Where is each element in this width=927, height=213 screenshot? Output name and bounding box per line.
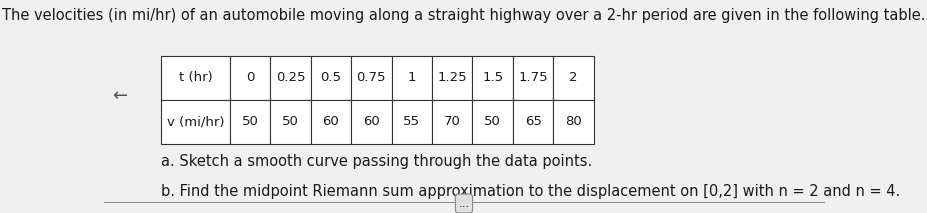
Bar: [311, 56, 350, 100]
Bar: [270, 56, 311, 100]
Bar: [472, 100, 513, 144]
Text: 0.25: 0.25: [275, 71, 305, 84]
Bar: [230, 56, 270, 100]
Text: 1: 1: [407, 71, 415, 84]
Text: v (mi/hr): v (mi/hr): [167, 115, 224, 128]
Text: 70: 70: [443, 115, 460, 128]
Bar: [270, 100, 311, 144]
Bar: [472, 56, 513, 100]
Bar: [552, 56, 593, 100]
Text: 0: 0: [246, 71, 254, 84]
Text: The velocities (in mi/hr) of an automobile moving along a straight highway over : The velocities (in mi/hr) of an automobi…: [2, 8, 925, 23]
Text: 50: 50: [241, 115, 258, 128]
Text: b. Find the midpoint Riemann sum approximation to the displacement on [0,2] with: b. Find the midpoint Riemann sum approxi…: [161, 184, 899, 199]
Text: 1.25: 1.25: [437, 71, 466, 84]
Text: 50: 50: [484, 115, 501, 128]
Bar: [350, 56, 391, 100]
Text: 60: 60: [362, 115, 379, 128]
Bar: [350, 100, 391, 144]
Text: 1.5: 1.5: [481, 71, 502, 84]
Bar: [161, 56, 230, 100]
Bar: [431, 100, 472, 144]
Text: 0.5: 0.5: [320, 71, 341, 84]
Text: ...: ...: [458, 197, 469, 210]
Bar: [513, 56, 552, 100]
Bar: [391, 100, 431, 144]
Bar: [230, 100, 270, 144]
Text: 80: 80: [565, 115, 581, 128]
Bar: [513, 100, 552, 144]
Text: 65: 65: [524, 115, 541, 128]
Bar: [161, 100, 230, 144]
Text: a. Sketch a smooth curve passing through the data points.: a. Sketch a smooth curve passing through…: [161, 154, 591, 169]
Text: 55: 55: [403, 115, 420, 128]
Text: ←: ←: [112, 87, 127, 105]
Text: 50: 50: [282, 115, 298, 128]
Text: 0.75: 0.75: [356, 71, 386, 84]
Text: 2: 2: [568, 71, 578, 84]
Bar: [552, 100, 593, 144]
Bar: [431, 56, 472, 100]
Text: t (hr): t (hr): [178, 71, 212, 84]
Text: 60: 60: [322, 115, 339, 128]
Text: 1.75: 1.75: [517, 71, 547, 84]
Bar: [391, 56, 431, 100]
Bar: [311, 100, 350, 144]
